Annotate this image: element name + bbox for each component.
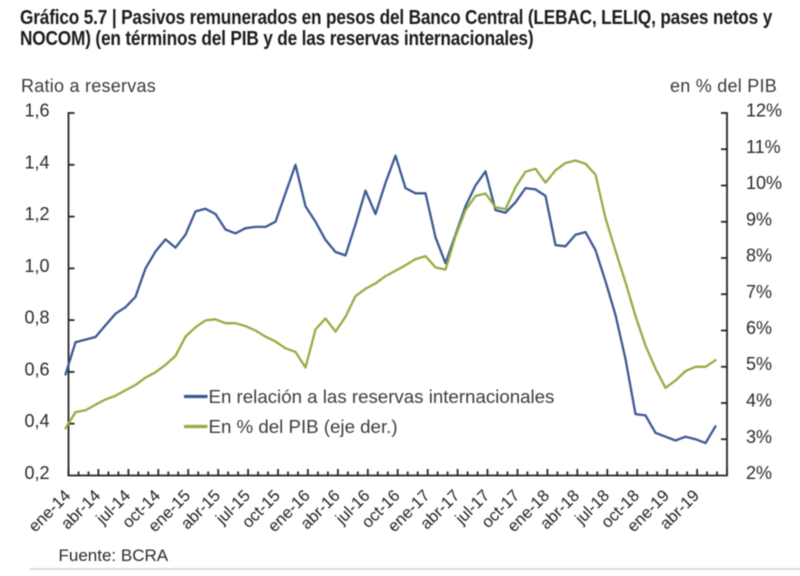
svg-text:En relación a las reservas int: En relación a las reservas internacional… xyxy=(209,386,555,407)
svg-text:1,6: 1,6 xyxy=(24,101,49,121)
svg-text:0,8: 0,8 xyxy=(24,308,49,328)
svg-text:12%: 12% xyxy=(746,101,782,121)
svg-text:0,4: 0,4 xyxy=(24,411,49,431)
svg-text:0,6: 0,6 xyxy=(24,359,49,379)
svg-text:10%: 10% xyxy=(746,173,782,193)
svg-text:7%: 7% xyxy=(746,282,772,302)
svg-text:1,4: 1,4 xyxy=(24,152,49,172)
svg-text:11%: 11% xyxy=(746,137,781,157)
svg-text:3%: 3% xyxy=(746,427,772,447)
svg-text:1,0: 1,0 xyxy=(24,256,49,276)
svg-text:5%: 5% xyxy=(746,354,772,374)
svg-text:2%: 2% xyxy=(746,463,772,483)
svg-text:8%: 8% xyxy=(746,246,772,266)
svg-text:En % del PIB (eje der.): En % del PIB (eje der.) xyxy=(209,416,398,437)
svg-text:4%: 4% xyxy=(746,391,772,411)
svg-text:9%: 9% xyxy=(746,209,772,229)
svg-text:0,2: 0,2 xyxy=(24,463,49,483)
svg-text:6%: 6% xyxy=(746,318,772,338)
svg-text:1,2: 1,2 xyxy=(24,204,49,224)
